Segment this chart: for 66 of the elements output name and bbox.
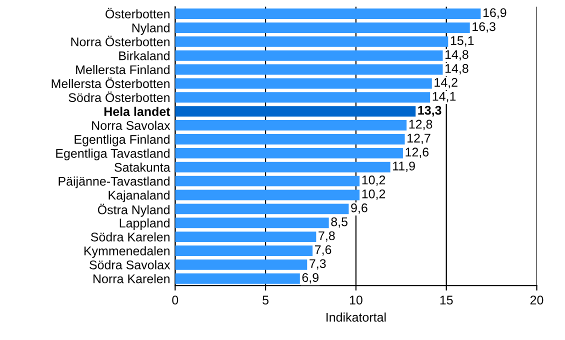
y-tick-label: Päijänne-Tavastland (58, 176, 170, 188)
data-label: 16,3 (472, 22, 496, 33)
y-tick-label: Birkaland (119, 51, 170, 60)
bar (175, 8, 481, 19)
y-tick-label: Mellersta Österbotten (52, 78, 170, 88)
data-label: 12,7 (408, 134, 430, 144)
y-tick-label: Nyland (132, 23, 170, 35)
data-label: 15,1 (450, 36, 474, 46)
data-label: 7,8 (318, 231, 335, 242)
x-tick-label: 5 (262, 296, 268, 305)
x-tick-label: 10 (350, 296, 362, 305)
bar (175, 176, 360, 186)
bar (175, 36, 448, 47)
y-tick-label: Hela landet (104, 106, 170, 116)
x-tick-label: 20 (530, 296, 544, 305)
bar (175, 162, 390, 172)
data-label: 7,3 (310, 259, 326, 270)
bar (175, 204, 349, 214)
y-tick-label: Norra Österbotten (71, 36, 170, 46)
bar (175, 259, 308, 270)
data-label: 14,8 (445, 50, 468, 60)
data-label: 14,2 (434, 78, 458, 88)
bar (175, 134, 405, 144)
data-label: 10,2 (362, 176, 386, 186)
data-label: 7,6 (315, 245, 332, 256)
x-tick-label: 0 (172, 296, 178, 305)
bar (175, 50, 443, 61)
y-tick-label: Kymmenedalen (84, 246, 170, 258)
data-label: 11,9 (393, 162, 415, 172)
bar (175, 218, 329, 228)
bar (175, 246, 313, 256)
y-tick-label: Östra Nyland (98, 204, 170, 217)
x-axis-title: Indikatortal (326, 312, 386, 322)
y-tick-label: Egentliga Tavastland (56, 148, 170, 160)
data-label: 9,6 (351, 203, 368, 214)
y-tick-label: Kajanaland (108, 190, 170, 202)
bar (175, 106, 416, 117)
data-label: 13,3 (418, 106, 442, 117)
bar (175, 120, 407, 131)
bar (175, 64, 443, 75)
bar (175, 78, 432, 89)
data-label: 6,9 (302, 273, 318, 284)
y-tick-label: Satakunta (114, 162, 170, 172)
data-label: 14,1 (432, 92, 456, 102)
y-tick-label: Södra Karelen (90, 232, 170, 242)
x-tick-label: 15 (440, 296, 453, 305)
y-tick-label: Lappland (120, 218, 170, 230)
y-tick-label: Södra Savolax (90, 260, 170, 270)
y-tick-label: Norra Karelen (94, 274, 170, 284)
bar (175, 22, 470, 33)
bar (175, 148, 403, 158)
y-tick-label: Mellersta Finland (76, 65, 170, 74)
bar (175, 190, 360, 200)
bar (175, 92, 430, 103)
bar (175, 273, 300, 284)
data-label: 12,8 (409, 120, 432, 130)
data-label: 8,5 (331, 217, 348, 228)
y-tick-label: Södra Österbotten (68, 91, 170, 102)
data-label: 10,2 (362, 189, 386, 200)
data-label: 14,8 (445, 64, 468, 74)
bar (175, 232, 316, 242)
data-label: 12,6 (406, 148, 429, 158)
data-label: 16,9 (483, 8, 506, 19)
y-tick-label: Norra Savolax (92, 120, 170, 130)
y-tick-label: Österbotten (106, 8, 170, 18)
y-tick-label: Egentliga Finland (74, 134, 170, 146)
